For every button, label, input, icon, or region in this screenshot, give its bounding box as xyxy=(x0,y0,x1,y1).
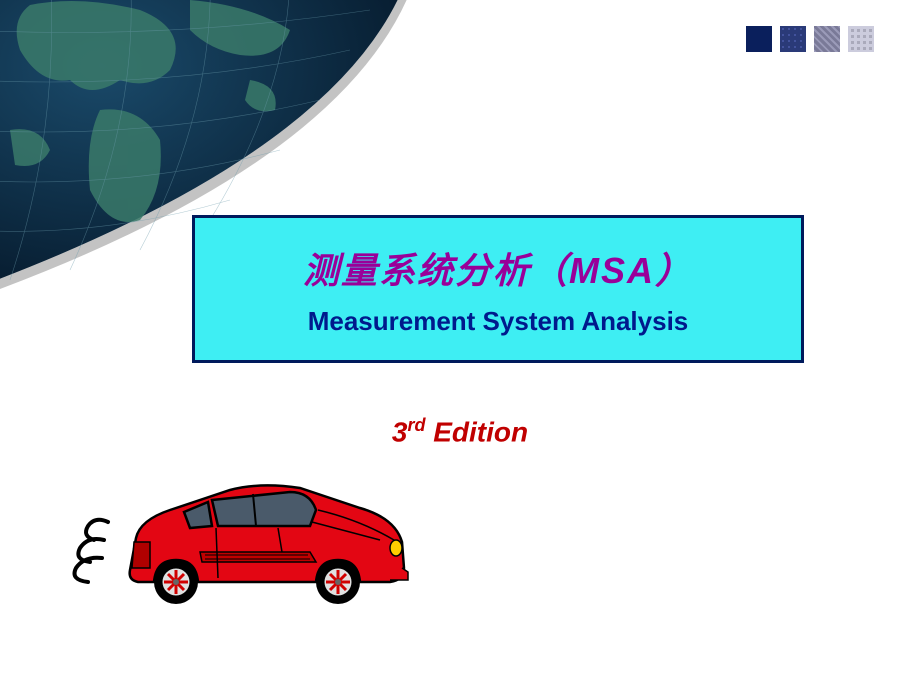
corner-square-1 xyxy=(746,26,772,52)
corner-squares-decoration xyxy=(746,26,874,52)
car-illustration xyxy=(60,460,420,620)
car-svg xyxy=(60,460,420,620)
corner-square-4 xyxy=(848,26,874,52)
corner-square-2 xyxy=(780,26,806,52)
edition-number: 3 xyxy=(392,416,408,447)
edition-ordinal-suffix: rd xyxy=(407,415,425,435)
title-english: Measurement System Analysis xyxy=(308,306,689,337)
edition-word: Edition xyxy=(425,416,528,447)
edition-label: 3rd Edition xyxy=(0,415,920,448)
title-box: 测量系统分析（MSA） Measurement System Analysis xyxy=(192,215,804,363)
title-chinese: 测量系统分析（MSA） xyxy=(303,242,693,294)
corner-square-3 xyxy=(814,26,840,52)
exhaust-puffs xyxy=(75,520,109,582)
